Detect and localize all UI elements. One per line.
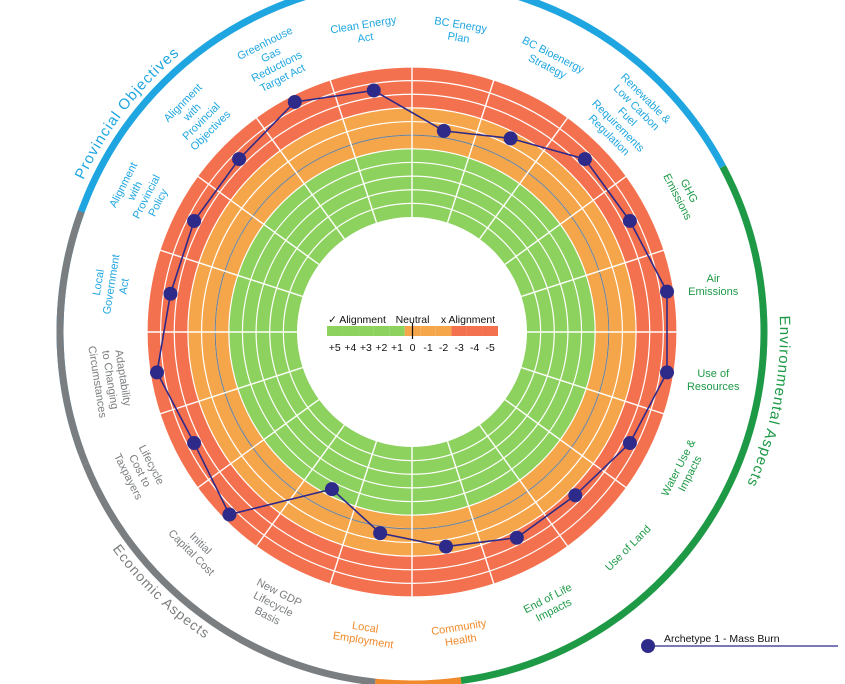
spoke — [504, 399, 627, 489]
data-point — [232, 152, 247, 167]
category-label: End of LifeImpacts — [522, 582, 580, 628]
data-point — [622, 213, 637, 228]
category-label: BC EnergyPlan — [431, 15, 488, 48]
category-label: LocalGovernmentAct — [88, 252, 135, 318]
scale-cell — [451, 326, 467, 336]
scale-cell — [358, 326, 374, 336]
spoke — [255, 424, 345, 547]
scale-tick: 0 — [410, 342, 416, 354]
data-point — [660, 365, 675, 380]
spoke — [479, 424, 569, 547]
category-label: AlignmentwithProvincialObjectives — [161, 81, 234, 154]
environmental-arc — [460, 165, 768, 684]
scale-cell — [342, 326, 359, 336]
scale-cell — [466, 326, 483, 336]
social-arc — [375, 677, 462, 684]
category-label: Use of Resources — [687, 368, 740, 393]
data-point — [436, 123, 451, 138]
spoke — [197, 175, 320, 265]
category-label: Clean EnergyAct — [330, 14, 400, 49]
scale-tick: +1 — [391, 342, 403, 354]
data-point — [324, 482, 339, 497]
scale-cell — [420, 326, 436, 336]
scale-cell — [327, 326, 343, 336]
data-point — [187, 213, 202, 228]
spoke — [159, 249, 303, 298]
category-label: New GDPLifecycleBasis — [243, 577, 304, 633]
scale-tick: -3 — [454, 342, 463, 354]
category-label: GreenhouseGasReductionsTarget Act — [235, 25, 312, 98]
scale-cell — [373, 326, 390, 336]
category-label: Water Use &Impacts — [659, 437, 710, 504]
scale-tick: -4 — [470, 342, 479, 354]
spoke — [446, 79, 495, 223]
economic-arc-2 — [56, 210, 89, 466]
spoke — [521, 249, 665, 298]
spoke — [521, 366, 665, 415]
data-point — [503, 131, 518, 146]
spoke — [197, 399, 320, 489]
data-point — [287, 94, 302, 109]
scale-label: Neutral — [396, 314, 430, 326]
scale-tick: +2 — [375, 342, 387, 354]
category-label: Adaptabilityto ChangingCircumstances — [85, 341, 134, 419]
spoke — [255, 117, 345, 240]
category-label: BC BioenergyStrategy — [514, 35, 586, 88]
spoke — [479, 117, 569, 240]
category-label: CommunityHealth — [430, 617, 489, 650]
data-point — [366, 83, 381, 98]
economic-arc — [82, 462, 376, 684]
scale-tick: -5 — [486, 342, 495, 354]
data-point — [373, 526, 388, 541]
data-point — [660, 284, 675, 299]
scale-tick: +3 — [360, 342, 372, 354]
category-label: InitialCapital Cost — [166, 518, 226, 578]
scale-tick: +4 — [344, 342, 356, 354]
scale-cell — [435, 326, 452, 336]
data-point — [187, 436, 202, 451]
scale-cell — [389, 326, 405, 336]
category-label: GHGEmissions — [660, 166, 705, 222]
data-point — [577, 152, 592, 167]
spoke — [329, 79, 378, 223]
scale-tick: -2 — [439, 342, 448, 354]
data-point — [163, 286, 178, 301]
data-point — [509, 530, 524, 545]
category-label: LifecycleCost toTaxpayers — [111, 440, 168, 502]
data-point — [568, 488, 583, 503]
scale-cell — [482, 326, 498, 336]
spoke — [504, 175, 627, 265]
spoke — [159, 366, 303, 415]
legend-label: Archetype 1 - Mass Burn — [664, 633, 780, 645]
spoke — [329, 441, 378, 585]
data-point — [438, 539, 453, 554]
scale-label: x Alignment — [441, 314, 495, 326]
scale-tick: +5 — [329, 342, 341, 354]
category-label: AlignmentwithProvincialPolicy — [107, 161, 175, 228]
scale-label: ✓ Alignment — [328, 314, 386, 326]
data-point — [222, 507, 237, 522]
category-label: LocalEmployment — [332, 617, 396, 651]
data-point — [622, 436, 637, 451]
data-point — [149, 365, 164, 380]
scale-tick: -1 — [423, 342, 432, 354]
legend-marker — [641, 639, 655, 653]
spoke — [446, 441, 495, 585]
category-label: Use of Land — [603, 523, 653, 573]
group-title: Environmental Aspects — [743, 315, 793, 490]
category-label: Air Emissions — [688, 273, 739, 298]
